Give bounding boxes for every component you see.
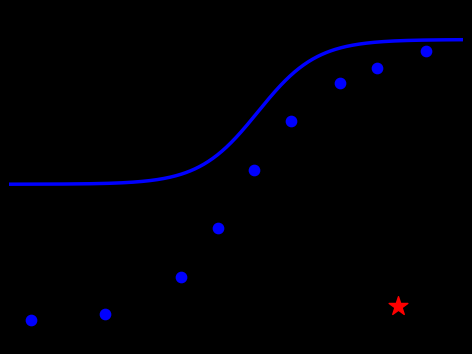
Point [422, 48, 430, 54]
Point [395, 303, 402, 309]
Point [373, 65, 380, 71]
Point [336, 80, 344, 86]
Point [287, 118, 295, 124]
Point [101, 312, 109, 317]
Point [214, 225, 221, 230]
Point [251, 167, 258, 173]
Point [27, 318, 35, 323]
Point [177, 274, 185, 280]
